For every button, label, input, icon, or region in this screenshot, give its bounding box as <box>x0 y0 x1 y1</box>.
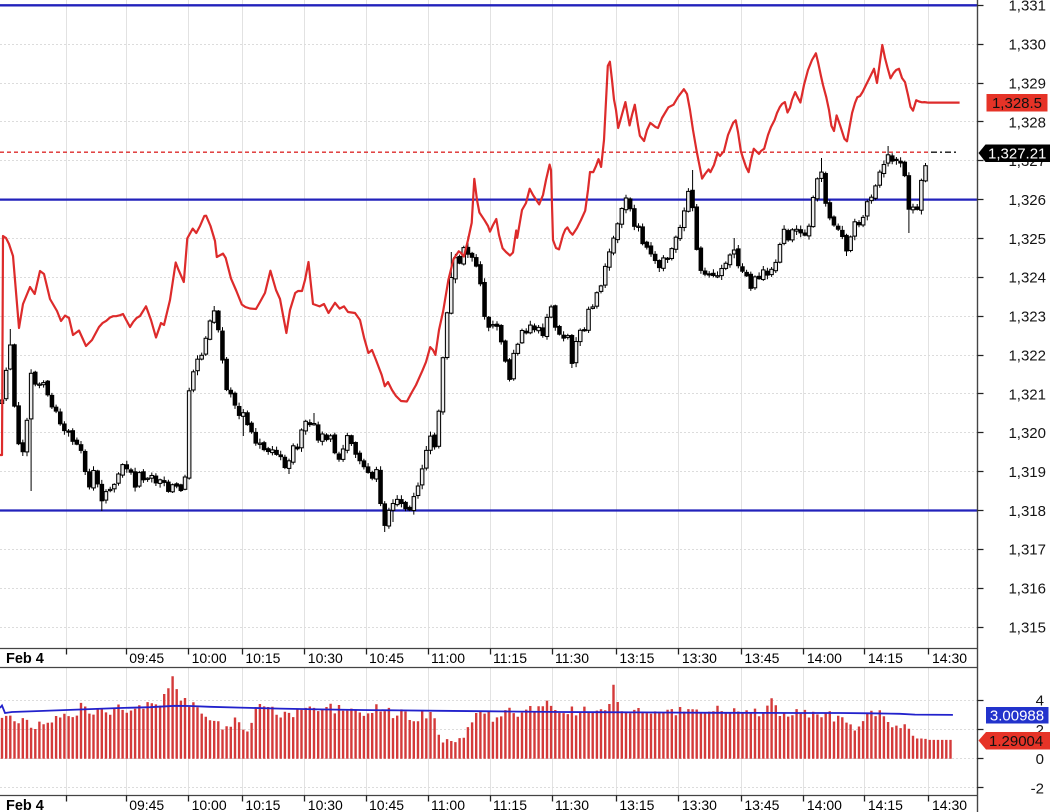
svg-text:1,324: 1,324 <box>1008 270 1046 287</box>
svg-text:Feb 4: Feb 4 <box>6 651 44 667</box>
svg-text:0: 0 <box>1036 751 1044 768</box>
svg-text:1,327.21: 1,327.21 <box>988 146 1046 163</box>
svg-text:11:00: 11:00 <box>431 797 465 812</box>
svg-text:1.29004: 1.29004 <box>989 733 1043 750</box>
svg-text:2: 2 <box>1036 722 1044 739</box>
svg-text:3.00988: 3.00988 <box>990 708 1044 725</box>
svg-text:1,315: 1,315 <box>1008 620 1046 637</box>
svg-text:1,328.5: 1,328.5 <box>992 95 1042 112</box>
svg-text:14:00: 14:00 <box>807 650 842 666</box>
svg-text:13:30: 13:30 <box>682 797 717 812</box>
svg-text:11:00: 11:00 <box>431 650 465 666</box>
svg-text:Feb 4: Feb 4 <box>6 798 44 812</box>
svg-text:13:15: 13:15 <box>619 797 654 812</box>
svg-text:13:45: 13:45 <box>744 650 779 666</box>
svg-text:14:00: 14:00 <box>807 797 842 812</box>
svg-text:1,326: 1,326 <box>1008 192 1046 209</box>
svg-text:-4: -4 <box>1031 810 1044 812</box>
svg-text:10:45: 10:45 <box>369 650 404 666</box>
svg-text:1,317: 1,317 <box>1008 542 1046 559</box>
svg-text:11:15: 11:15 <box>493 650 527 666</box>
svg-text:10:30: 10:30 <box>308 650 343 666</box>
svg-text:10:00: 10:00 <box>192 797 227 812</box>
svg-text:14:30: 14:30 <box>932 650 967 666</box>
svg-text:14:15: 14:15 <box>868 797 903 812</box>
svg-text:1,319: 1,319 <box>1008 464 1046 481</box>
svg-text:1,328: 1,328 <box>1008 114 1046 131</box>
svg-text:-2: -2 <box>1031 780 1044 797</box>
svg-text:10:45: 10:45 <box>369 797 404 812</box>
svg-text:11:15: 11:15 <box>493 797 527 812</box>
svg-text:1,316: 1,316 <box>1008 581 1046 598</box>
svg-text:1,320: 1,320 <box>1008 425 1046 442</box>
svg-text:09:45: 09:45 <box>129 650 164 666</box>
svg-text:1,322: 1,322 <box>1008 347 1046 364</box>
svg-text:13:30: 13:30 <box>682 650 717 666</box>
svg-text:1,325: 1,325 <box>1008 231 1046 248</box>
svg-text:10:15: 10:15 <box>245 797 280 812</box>
svg-text:1,318: 1,318 <box>1008 503 1046 520</box>
svg-text:14:15: 14:15 <box>868 650 903 666</box>
svg-text:1,331: 1,331 <box>1008 0 1046 15</box>
svg-text:13:45: 13:45 <box>744 797 779 812</box>
svg-text:4: 4 <box>1036 693 1044 710</box>
svg-text:1,329: 1,329 <box>1008 75 1046 92</box>
svg-text:1,321: 1,321 <box>1008 386 1046 403</box>
svg-text:14:30: 14:30 <box>932 797 967 812</box>
svg-text:1,330: 1,330 <box>1008 37 1046 54</box>
svg-text:1,323: 1,323 <box>1008 309 1046 326</box>
svg-text:10:00: 10:00 <box>192 650 227 666</box>
svg-text:09:45: 09:45 <box>129 797 164 812</box>
svg-text:11:30: 11:30 <box>555 797 589 812</box>
svg-text:11:30: 11:30 <box>555 650 589 666</box>
svg-text:10:30: 10:30 <box>308 797 343 812</box>
svg-text:10:15: 10:15 <box>245 650 280 666</box>
svg-text:13:15: 13:15 <box>619 650 654 666</box>
